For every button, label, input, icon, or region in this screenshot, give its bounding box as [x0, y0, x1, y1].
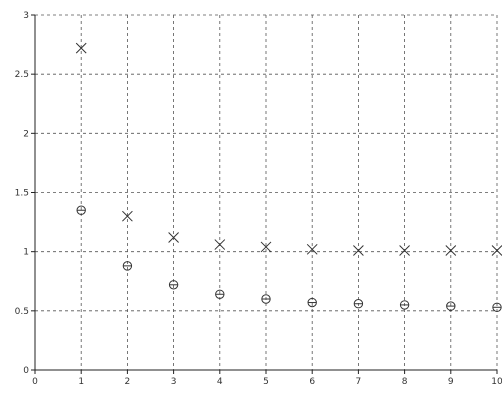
data-point-circle-marker: [168, 280, 179, 290]
data-point-circle-marker: [215, 289, 225, 299]
y-tick-label: 1: [23, 248, 29, 258]
data-point-x-marker: [491, 245, 502, 256]
data-point-circle-marker: [122, 261, 133, 271]
x-tick-label: 7: [356, 377, 362, 387]
data-point-x-marker: [122, 210, 133, 222]
y-tick-label: 3: [23, 11, 29, 21]
series-1: [75, 42, 502, 256]
data-point-circle-marker: [76, 205, 86, 215]
y-tick-label: 0: [23, 366, 29, 376]
data-point-x-marker: [306, 243, 318, 255]
data-point-x-marker: [75, 42, 87, 54]
x-tick-label: 2: [125, 377, 131, 387]
y-tick-label: 2: [23, 129, 29, 139]
x-tick-label: 9: [448, 377, 454, 387]
data-point-circle-marker: [446, 301, 456, 311]
y-axis-ticks: 0 0.5 1 1.5 2 2.5 3: [15, 11, 35, 376]
y-tick-label: 2.5: [15, 70, 29, 80]
data-point-circle-marker: [492, 302, 502, 312]
data-point-circle-marker: [353, 299, 364, 309]
data-point-circle-marker: [261, 294, 271, 304]
y-tick-label: 0.5: [15, 307, 29, 317]
x-tick-label: 0: [32, 377, 38, 387]
data-point-x-marker: [168, 232, 179, 243]
x-tick-label: 1: [78, 377, 84, 387]
data-point-x-marker: [214, 239, 226, 250]
x-tick-label: 6: [309, 377, 315, 387]
x-tick-label: 5: [263, 377, 269, 387]
series-2: [76, 205, 502, 312]
x-tick-label: 3: [171, 377, 177, 387]
x-tick-label: 10: [491, 377, 502, 387]
x-tick-label: 8: [402, 377, 408, 387]
y-tick-label: 1.5: [15, 189, 29, 199]
data-point-circle-marker: [307, 297, 317, 308]
data-point-x-marker: [353, 245, 364, 256]
data-point-circle-marker: [399, 300, 410, 310]
data-point-x-marker: [445, 245, 457, 256]
data-point-x-marker: [260, 241, 272, 253]
data-point-x-marker: [399, 245, 410, 256]
x-axis-ticks: 0 1 2 3 4 5 6 7 8 9 10: [32, 370, 502, 387]
grid: [35, 14, 498, 370]
x-tick-label: 4: [217, 377, 223, 387]
series: [75, 42, 502, 312]
